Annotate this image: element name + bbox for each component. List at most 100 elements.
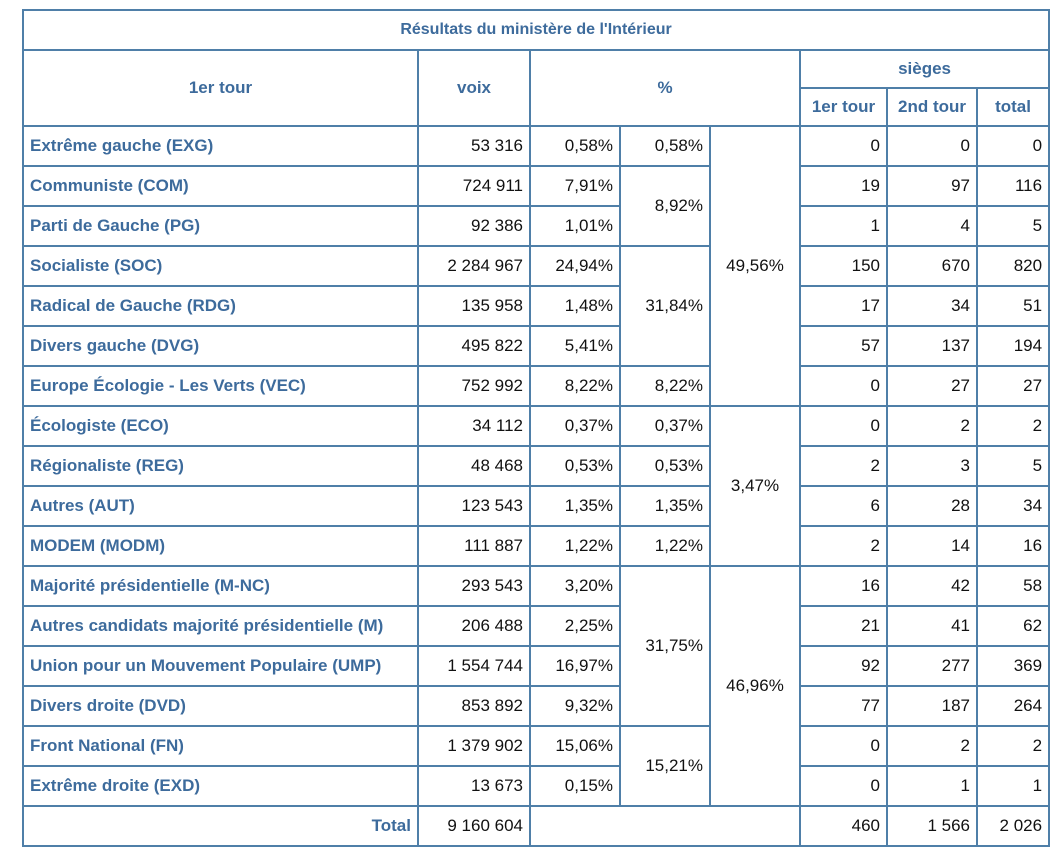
table-row: Parti de Gauche (PG) 92 386 1,01% 1 4 5 (22, 205, 1051, 247)
total-seats-total: 2 026 (975, 805, 1051, 847)
party-votes: 853 892 (417, 685, 531, 727)
party-name: Front National (FN) (22, 725, 419, 767)
table-row: Socialiste (SOC) 2 284 967 24,94% 31,84%… (22, 245, 1051, 367)
party-percent: 0,53% (529, 445, 621, 487)
subgroup-percent: 1,35% (619, 485, 711, 527)
seats-second-round: 41 (886, 605, 978, 647)
party-name: Autres (AUT) (22, 485, 419, 527)
party-votes: 123 543 (417, 485, 531, 527)
party-votes: 13 673 (417, 765, 531, 807)
header-row-2: 1er tour 2nd tour total (23, 87, 1051, 127)
seats-second-round: 14 (886, 525, 978, 567)
table-row: Extrême droite (EXD) 13 673 0,15% 0 1 1 (22, 765, 1051, 807)
seats-second-round: 42 (886, 565, 978, 607)
seats-second-round: 4 (886, 205, 978, 247)
header-seats-total: total (975, 87, 1051, 127)
seats-second-round: 1 (886, 765, 978, 807)
seats-second-round: 137 (886, 325, 978, 367)
table-row: Majorité présidentielle (M-NC) 293 543 3… (22, 565, 1051, 807)
party-name: Communiste (COM) (22, 165, 419, 207)
party-votes: 2 284 967 (417, 245, 531, 287)
seats-first-round: 17 (799, 285, 888, 327)
party-name: Autres candidats majorité présidentielle… (22, 605, 419, 647)
header-seats-first-round: 1er tour (799, 87, 888, 127)
header-row-1: 1er tour voix % sièges (22, 49, 1051, 127)
table-row: Union pour un Mouvement Populaire (UMP) … (22, 645, 1051, 687)
party-percent: 8,22% (529, 365, 621, 407)
bloc-percent-right: 46,96% (709, 565, 801, 807)
seats-first-round: 2 (799, 525, 888, 567)
seats-total: 5 (975, 445, 1051, 487)
total-seats-first-round: 460 (799, 805, 888, 847)
caption-row: Résultats du ministère de l'Intérieur (21, 9, 1051, 51)
party-name: Union pour un Mouvement Populaire (UMP) (22, 645, 419, 687)
subgroup-percent: 0,37% (619, 405, 711, 447)
party-name: Majorité présidentielle (M-NC) (22, 565, 419, 607)
seats-second-round: 670 (886, 245, 978, 287)
seats-first-round: 1 (799, 205, 888, 247)
subgroup-percent: 0,58% (619, 125, 711, 167)
seats-total: 194 (975, 325, 1051, 367)
seats-first-round: 2 (799, 445, 888, 487)
total-seats-second-round: 1 566 (886, 805, 978, 847)
table-row: Radical de Gauche (RDG) 135 958 1,48% 17… (22, 285, 1051, 327)
seats-first-round: 92 (799, 645, 888, 687)
seats-second-round: 0 (886, 125, 978, 167)
party-percent: 9,32% (529, 685, 621, 727)
party-name: Socialiste (SOC) (22, 245, 419, 287)
table-row: MODEM (MODM) 111 887 1,22% 1,22% 2 14 16 (22, 525, 1051, 567)
seats-total: 369 (975, 645, 1051, 687)
seats-first-round: 77 (799, 685, 888, 727)
party-votes: 724 911 (417, 165, 531, 207)
party-percent: 0,37% (529, 405, 621, 447)
seats-second-round: 3 (886, 445, 978, 487)
seats-second-round: 97 (886, 165, 978, 207)
seats-total: 62 (975, 605, 1051, 647)
election-results-table: Résultats du ministère de l'Intérieur 1e… (21, 9, 1051, 847)
seats-total: 34 (975, 485, 1051, 527)
table-row: Extrême gauche (EXG) 53 316 0,58% 0,58% … (22, 125, 1051, 407)
party-votes: 34 112 (417, 405, 531, 447)
party-name: Parti de Gauche (PG) (22, 205, 419, 247)
party-votes: 206 488 (417, 605, 531, 647)
seats-total: 27 (975, 365, 1051, 407)
party-percent: 7,91% (529, 165, 621, 207)
subgroup-percent: 1,22% (619, 525, 711, 567)
party-votes: 495 822 (417, 325, 531, 367)
seats-total: 5 (975, 205, 1051, 247)
header-seats-second-round: 2nd tour (886, 87, 978, 127)
table-row: Divers droite (DVD) 853 892 9,32% 77 187… (22, 685, 1051, 727)
seats-first-round: 19 (799, 165, 888, 207)
subgroup-percent: 15,21% (619, 725, 711, 807)
subgroup-percent: 31,75% (619, 565, 711, 727)
party-name: Écologiste (ECO) (22, 405, 419, 447)
party-percent: 0,58% (529, 125, 621, 167)
seats-second-round: 2 (886, 405, 978, 447)
seats-second-round: 28 (886, 485, 978, 527)
party-percent: 1,01% (529, 205, 621, 247)
party-name: Divers droite (DVD) (22, 685, 419, 727)
seats-total: 0 (975, 125, 1051, 167)
header-first-round: 1er tour (22, 49, 419, 127)
party-name: Extrême gauche (EXG) (22, 125, 419, 167)
bloc-percent-left: 49,56% (709, 125, 801, 407)
seats-total: 2 (975, 725, 1051, 767)
seats-total: 16 (975, 525, 1051, 567)
party-votes: 293 543 (417, 565, 531, 607)
seats-total: 116 (975, 165, 1051, 207)
subgroup-percent: 0,53% (619, 445, 711, 487)
seats-total: 1 (975, 765, 1051, 807)
party-percent: 1,35% (529, 485, 621, 527)
party-name: Europe Écologie - Les Verts (VEC) (22, 365, 419, 407)
total-row: Total 9 160 604 460 1 566 2 026 (22, 805, 1051, 847)
seats-total: 264 (975, 685, 1051, 727)
party-votes: 53 316 (417, 125, 531, 167)
total-percent-empty (529, 805, 801, 847)
party-percent: 1,22% (529, 525, 621, 567)
seats-first-round: 16 (799, 565, 888, 607)
party-votes: 752 992 (417, 365, 531, 407)
party-percent: 2,25% (529, 605, 621, 647)
seats-total: 51 (975, 285, 1051, 327)
party-name: MODEM (MODM) (22, 525, 419, 567)
seats-total: 820 (975, 245, 1051, 287)
